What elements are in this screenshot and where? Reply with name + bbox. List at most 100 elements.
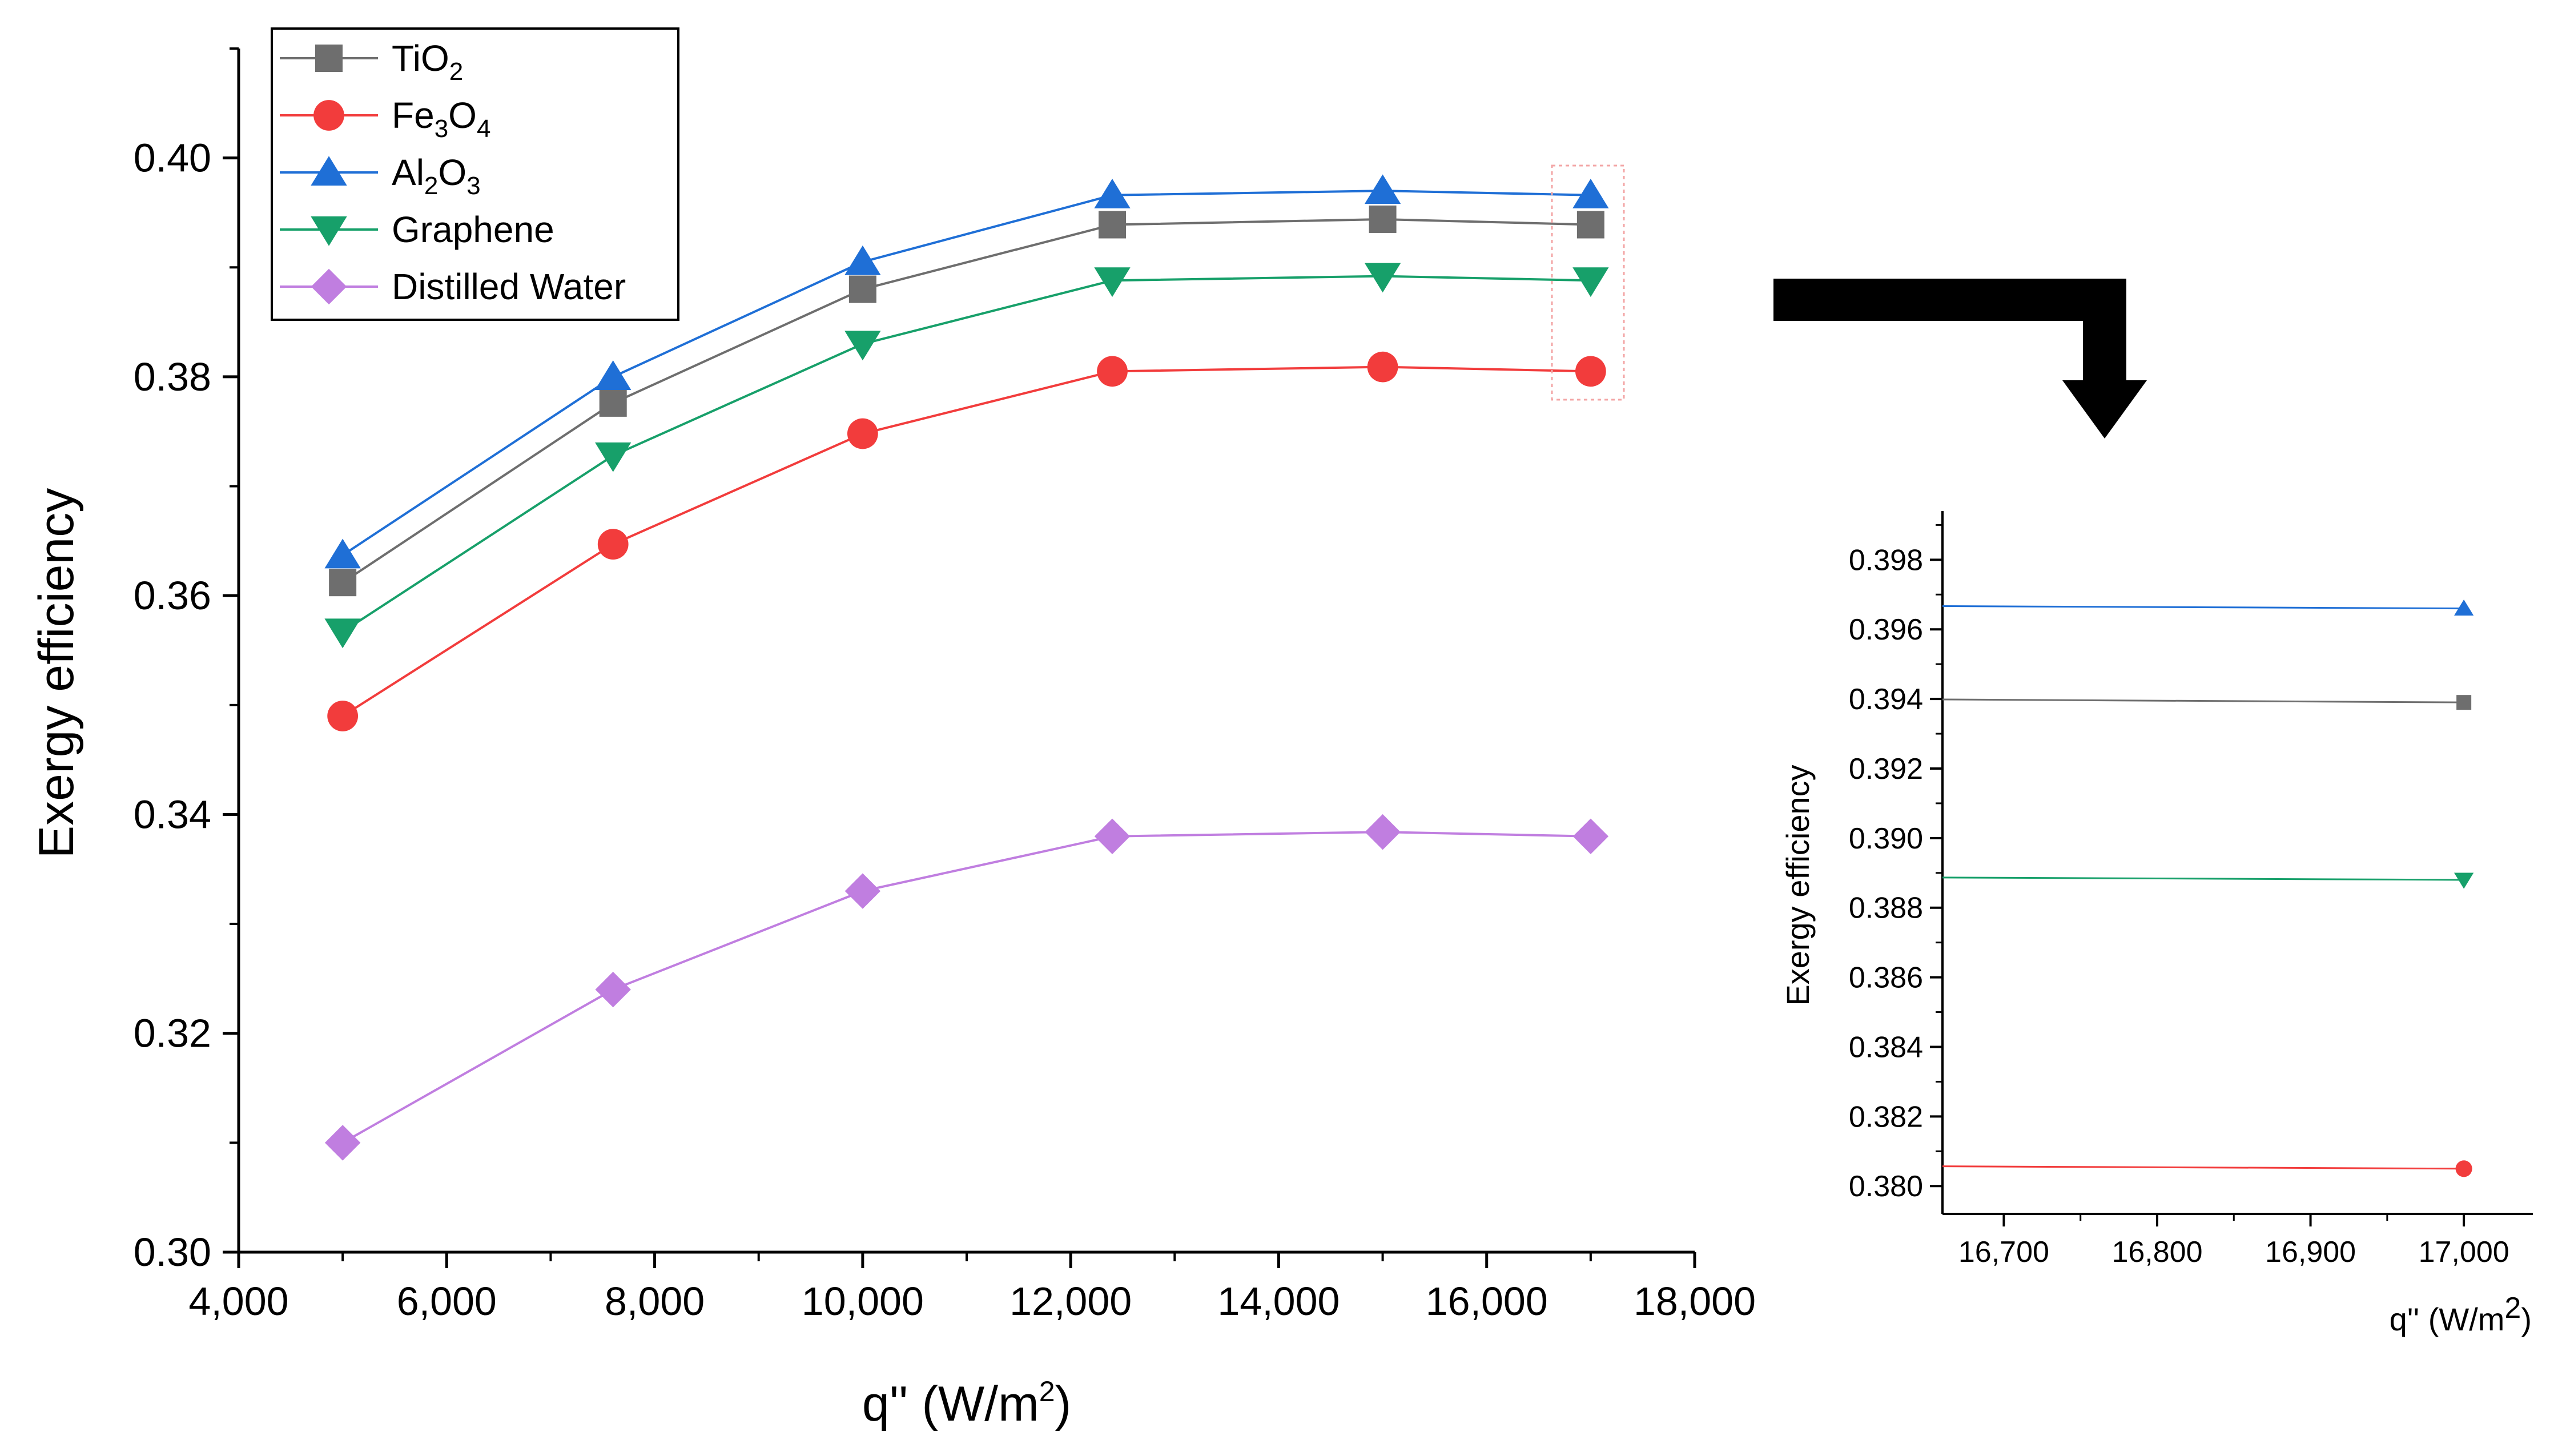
legend-marker-distilled-water	[311, 268, 347, 305]
inset-y-tick-label: 0.384	[1849, 1031, 1923, 1064]
data-point-tio2	[1576, 211, 1604, 239]
y-tick-label: 0.38	[134, 355, 211, 399]
data-point-distilled-water	[1572, 818, 1609, 854]
data-point-al2o3	[1094, 178, 1131, 208]
data-point-fe3o4	[1097, 356, 1128, 387]
x-tick-label: 12,000	[1009, 1279, 1132, 1324]
legend-label-distilled-water: Distilled Water	[392, 266, 626, 307]
inset-y-axis-title: Exergy efficiency	[1780, 765, 1816, 1005]
x-tick-label: 6,000	[397, 1279, 497, 1324]
inset-y-tick-label: 0.390	[1849, 822, 1923, 855]
data-point-fe3o4	[597, 529, 629, 560]
legend-label-tio2: TiO2	[392, 38, 463, 86]
data-point-tio2	[848, 275, 876, 303]
inset-series-graphene	[1942, 872, 2474, 889]
data-point-graphene	[324, 618, 361, 649]
x-tick-label: 10,000	[802, 1279, 924, 1324]
inset-x-tick-label: 16,700	[1958, 1236, 2049, 1269]
x-tick-label: 8,000	[605, 1279, 705, 1324]
x-tick-label: 16,000	[1426, 1279, 1548, 1324]
series-line-distilled-water	[342, 831, 1591, 1144]
series-tio2	[329, 205, 1604, 597]
zoom-arrow-icon	[1773, 279, 2147, 439]
x-tick-label: 18,000	[1634, 1279, 1756, 1324]
series-al2o3	[324, 174, 1609, 569]
data-point-al2o3	[844, 245, 881, 275]
series-line-al2o3	[342, 190, 1591, 556]
x-tick-label: 14,000	[1217, 1279, 1340, 1324]
inset-data-point-fe3o4	[2455, 1160, 2472, 1177]
y-tick-label: 0.30	[134, 1230, 211, 1274]
data-point-tio2	[1369, 205, 1397, 233]
y-axis-title: Exergy efficiency	[29, 488, 84, 859]
inset-y-tick-label: 0.394	[1849, 683, 1923, 716]
series-graphene	[324, 263, 1609, 649]
zoom-highlight-box	[1551, 164, 1625, 401]
data-point-distilled-water	[1094, 818, 1131, 854]
data-point-graphene	[1572, 267, 1609, 297]
inset-data-point-graphene	[2454, 872, 2474, 889]
data-point-distilled-water	[595, 971, 631, 1008]
inset-y-tick-label: 0.380	[1849, 1170, 1923, 1203]
inset-y-tick-label: 0.382	[1849, 1100, 1923, 1133]
data-point-fe3o4	[327, 701, 359, 731]
data-point-graphene	[844, 331, 881, 361]
y-tick-label: 0.34	[134, 792, 211, 836]
y-tick-label: 0.32	[134, 1011, 211, 1056]
x-axis-title: q'' (W/m2)	[862, 1375, 1071, 1431]
series-line-tio2	[342, 218, 1591, 584]
series-distilled-water	[324, 814, 1609, 1161]
data-point-al2o3	[1572, 178, 1609, 208]
inset-y-tick-label: 0.396	[1849, 613, 1923, 646]
inset-series-fe3o4	[1942, 1160, 2472, 1177]
inset-data-point-al2o3	[2454, 600, 2474, 616]
data-point-distilled-water	[1365, 814, 1401, 850]
inset-y-tick-label: 0.392	[1849, 753, 1923, 786]
data-point-distilled-water	[844, 873, 881, 909]
zoom-region-outline	[1551, 164, 1625, 401]
inset-series-line-al2o3	[1942, 605, 2464, 610]
legend-label-fe3o4: Fe3O4	[392, 95, 490, 143]
data-point-graphene	[1094, 267, 1131, 297]
inset-chart: 16,700 16,800 16,900 17,000 0.380 0.382 0.384 0…	[1780, 511, 2533, 1337]
y-tick-label: 0.40	[134, 136, 211, 180]
inset-x-tick-label: 17,000	[2419, 1236, 2509, 1269]
series-fe3o4	[327, 351, 1606, 731]
x-tick-label: 4,000	[188, 1279, 288, 1324]
legend-marker-fe3o4	[313, 100, 344, 131]
data-point-graphene	[595, 442, 632, 472]
legend-label-graphene: Graphene	[392, 209, 554, 250]
inset-y-tick-label: 0.386	[1849, 962, 1923, 995]
legend: TiO2 Fe3O4 Al2O3 Graphene Distilled Water	[271, 27, 679, 321]
data-point-tio2	[329, 569, 357, 597]
data-point-fe3o4	[847, 418, 878, 449]
inset-x-axis-title: q'' (W/m2)	[2390, 1292, 2532, 1337]
inset-series-line-tio2	[1942, 698, 2464, 703]
series-line-fe3o4	[342, 365, 1591, 717]
main-chart: 4,000 6,000 8,000 10,000 12,000 14,000 16,000 1…	[29, 27, 1756, 1431]
data-point-al2o3	[324, 538, 361, 569]
inset-y-tick-label: 0.398	[1849, 544, 1923, 577]
data-point-fe3o4	[1367, 351, 1398, 383]
data-point-al2o3	[595, 360, 632, 390]
inset-x-tick-label: 16,800	[2111, 1236, 2202, 1269]
data-point-graphene	[1364, 263, 1401, 293]
series-line-graphene	[342, 275, 1591, 633]
inset-series-line-fe3o4	[1942, 1165, 2464, 1170]
data-point-tio2	[599, 389, 627, 417]
data-point-tio2	[1099, 211, 1126, 239]
inset-x-tick-label: 16,900	[2265, 1236, 2356, 1269]
inset-series-tio2	[1942, 695, 2472, 710]
inset-y-tick-label: 0.388	[1849, 892, 1923, 925]
data-point-distilled-water	[324, 1125, 361, 1161]
data-point-al2o3	[1364, 174, 1401, 204]
data-point-fe3o4	[1575, 356, 1606, 387]
legend-marker-graphene	[311, 216, 347, 246]
inset-series-al2o3	[1942, 600, 2474, 616]
legend-marker-al2o3	[311, 156, 347, 186]
arrow-shape	[1773, 279, 2147, 439]
inset-series-line-graphene	[1942, 876, 2464, 881]
legend-label-al2o3: Al2O3	[392, 152, 481, 200]
inset-data-point-tio2	[2456, 695, 2472, 710]
